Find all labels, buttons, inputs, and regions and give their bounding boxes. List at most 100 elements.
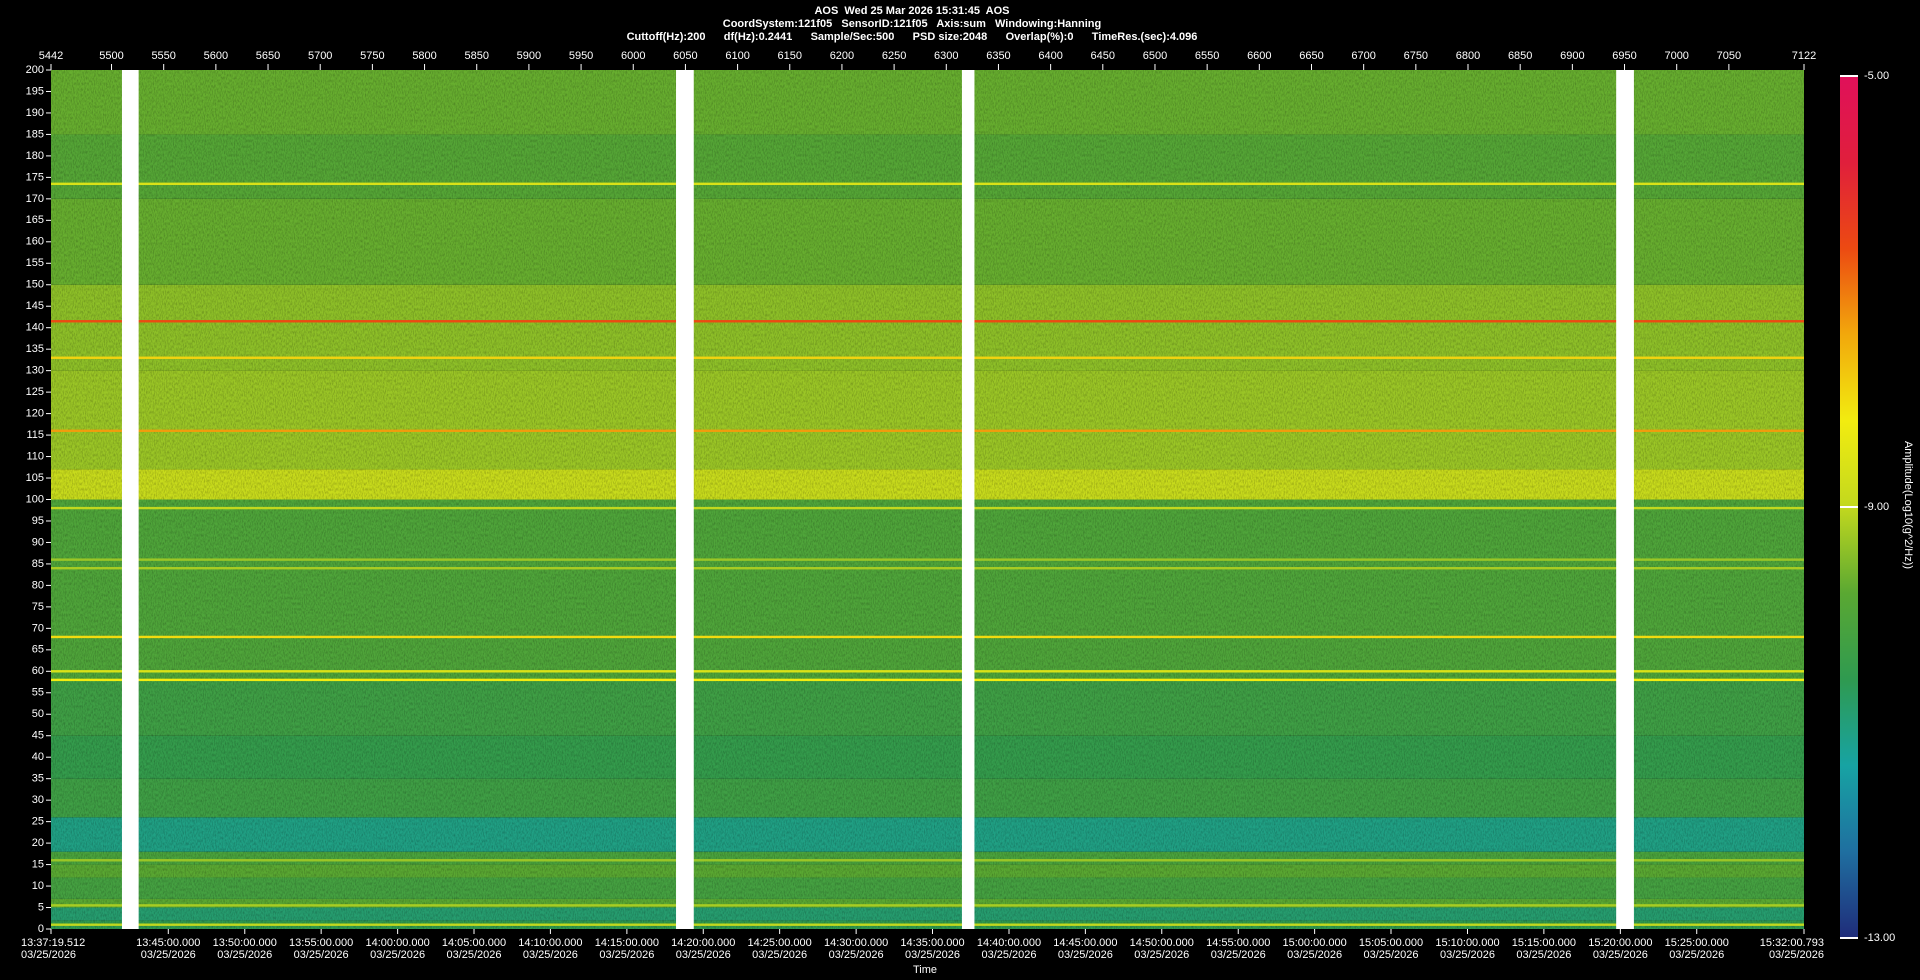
x-tick-label: 6900 bbox=[1560, 50, 1584, 62]
y-tick-label: 5 bbox=[38, 901, 44, 913]
y-tick-label: 10 bbox=[32, 880, 44, 892]
x-tick-label: 5442 bbox=[39, 50, 63, 62]
spectral-line bbox=[51, 182, 1804, 186]
time-tick-date: 03/25/2026 bbox=[294, 949, 349, 961]
x-tick-label: 6150 bbox=[778, 50, 802, 62]
time-tick-date: 03/25/2026 bbox=[981, 949, 1036, 961]
spectral-line bbox=[51, 429, 1804, 432]
x-tick-label: 6350 bbox=[986, 50, 1010, 62]
spectrogram bbox=[51, 70, 1804, 929]
x-tick-label: 6700 bbox=[1351, 50, 1375, 62]
spectral-line bbox=[51, 506, 1804, 510]
colorbar-label: Amplitude(Log10(g^2/Hz)) bbox=[1902, 441, 1914, 569]
x-tick-label: 6100 bbox=[725, 50, 749, 62]
time-tick-date: 03/25/2026 bbox=[1058, 949, 1113, 961]
time-tick-label: 13:37:19.512 bbox=[21, 937, 85, 949]
data-gap bbox=[676, 70, 694, 929]
x-tick-label: 6550 bbox=[1195, 50, 1219, 62]
y-tick-label: 20 bbox=[32, 837, 44, 849]
time-tick-date: 03/25/2026 bbox=[217, 949, 272, 961]
colorbar-tick-label: -9.00 bbox=[1864, 501, 1889, 513]
time-tick-label: 15:32:00.793 bbox=[1760, 937, 1824, 949]
y-tick-label: 180 bbox=[26, 150, 44, 162]
chart-subtitle: Cuttoff(Hz):200 df(Hz):0.2441 Sample/Sec… bbox=[627, 31, 1198, 43]
time-tick-date: 03/25/2026 bbox=[1134, 949, 1189, 961]
y-tick-label: 70 bbox=[32, 622, 44, 634]
x-tick-label: 6750 bbox=[1404, 50, 1428, 62]
time-tick-label: 14:50:00.000 bbox=[1130, 937, 1194, 949]
spectral-line bbox=[51, 635, 1804, 639]
time-tick-label: 15:15:00.000 bbox=[1512, 937, 1576, 949]
y-tick-label: 75 bbox=[32, 601, 44, 613]
y-tick-label: 185 bbox=[26, 128, 44, 140]
y-tick-label: 195 bbox=[26, 85, 44, 97]
y-tick-label: 140 bbox=[26, 322, 44, 334]
x-tick-label: 6000 bbox=[621, 50, 645, 62]
x-tick-label: 6850 bbox=[1508, 50, 1532, 62]
time-tick-date: 03/25/2026 bbox=[905, 949, 960, 961]
time-tick-label: 15:25:00.000 bbox=[1665, 937, 1729, 949]
chart-subtitle: CoordSystem:121f05 SensorID:121f05 Axis:… bbox=[723, 18, 1101, 30]
time-tick-date: 03/25/2026 bbox=[1593, 949, 1648, 961]
x-tick-label: 7000 bbox=[1664, 50, 1688, 62]
colorbar-tick-label: -13.00 bbox=[1864, 932, 1895, 944]
y-tick-label: 0 bbox=[38, 923, 44, 935]
x-tick-label: 5850 bbox=[464, 50, 488, 62]
time-tick-date: 03/25/2026 bbox=[370, 949, 425, 961]
x-tick-label: 7050 bbox=[1717, 50, 1741, 62]
time-tick-label: 14:20:00.000 bbox=[671, 937, 735, 949]
time-tick-date: 03/25/2026 bbox=[829, 949, 884, 961]
spectral-line bbox=[51, 923, 1804, 926]
x-tick-label: 6400 bbox=[1038, 50, 1062, 62]
time-tick-date: 03/25/2026 bbox=[599, 949, 654, 961]
time-tick-label: 13:45:00.000 bbox=[136, 937, 200, 949]
y-tick-label: 65 bbox=[32, 644, 44, 656]
x-tick-label: 6300 bbox=[934, 50, 958, 62]
colorbar-tick-label: -5.00 bbox=[1864, 70, 1889, 82]
y-tick-label: 15 bbox=[32, 858, 44, 870]
y-tick-label: 155 bbox=[26, 257, 44, 269]
spectral-line bbox=[51, 320, 1804, 323]
time-tick-date: 03/25/2026 bbox=[1287, 949, 1342, 961]
time-tick-date: 03/25/2026 bbox=[1769, 949, 1824, 961]
time-tick-date: 03/25/2026 bbox=[676, 949, 731, 961]
spectral-line bbox=[51, 859, 1804, 862]
y-tick-label: 200 bbox=[26, 64, 44, 76]
x-tick-label: 6500 bbox=[1143, 50, 1167, 62]
y-tick-label: 85 bbox=[32, 558, 44, 570]
time-tick-date: 03/25/2026 bbox=[1516, 949, 1571, 961]
time-tick-label: 14:45:00.000 bbox=[1053, 937, 1117, 949]
data-gap bbox=[121, 70, 139, 929]
y-tick-label: 55 bbox=[32, 687, 44, 699]
time-tick-label: 15:10:00.000 bbox=[1435, 937, 1499, 949]
y-tick-label: 130 bbox=[26, 365, 44, 377]
time-tick-date: 03/25/2026 bbox=[21, 949, 76, 961]
x-axis-label: Time bbox=[913, 964, 937, 976]
y-tick-label: 125 bbox=[26, 386, 44, 398]
time-tick-label: 14:30:00.000 bbox=[824, 937, 888, 949]
y-tick-label: 165 bbox=[26, 214, 44, 226]
x-tick-label: 6800 bbox=[1456, 50, 1480, 62]
x-tick-label: 6650 bbox=[1299, 50, 1323, 62]
y-tick-label: 145 bbox=[26, 300, 44, 312]
noise-texture bbox=[51, 70, 1804, 929]
y-tick-label: 40 bbox=[32, 751, 44, 763]
spectral-line bbox=[51, 558, 1804, 561]
x-tick-label: 5800 bbox=[412, 50, 436, 62]
x-tick-label: 5700 bbox=[308, 50, 332, 62]
spectral-line bbox=[51, 904, 1804, 907]
time-tick-label: 14:40:00.000 bbox=[977, 937, 1041, 949]
y-tick-label: 105 bbox=[26, 472, 44, 484]
time-tick-date: 03/25/2026 bbox=[1211, 949, 1266, 961]
x-tick-label: 6050 bbox=[673, 50, 697, 62]
x-tick-label: 6950 bbox=[1612, 50, 1636, 62]
time-tick-label: 14:10:00.000 bbox=[518, 937, 582, 949]
y-tick-label: 95 bbox=[32, 515, 44, 527]
time-tick-date: 03/25/2026 bbox=[1440, 949, 1495, 961]
x-tick-label: 5950 bbox=[569, 50, 593, 62]
y-tick-label: 150 bbox=[26, 279, 44, 291]
time-tick-label: 15:20:00.000 bbox=[1588, 937, 1652, 949]
y-tick-label: 115 bbox=[26, 429, 44, 441]
time-tick-label: 14:25:00.000 bbox=[748, 937, 812, 949]
y-tick-label: 190 bbox=[26, 107, 44, 119]
